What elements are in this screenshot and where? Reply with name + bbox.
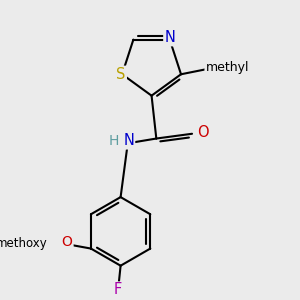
Text: O: O: [62, 236, 73, 249]
Text: F: F: [114, 283, 122, 298]
Text: O: O: [197, 125, 208, 140]
Text: methoxy: methoxy: [0, 237, 48, 250]
Text: H: H: [108, 134, 118, 148]
Text: N: N: [164, 30, 175, 45]
Text: methyl: methyl: [206, 61, 249, 74]
Text: S: S: [116, 67, 126, 82]
Text: N: N: [123, 134, 134, 148]
